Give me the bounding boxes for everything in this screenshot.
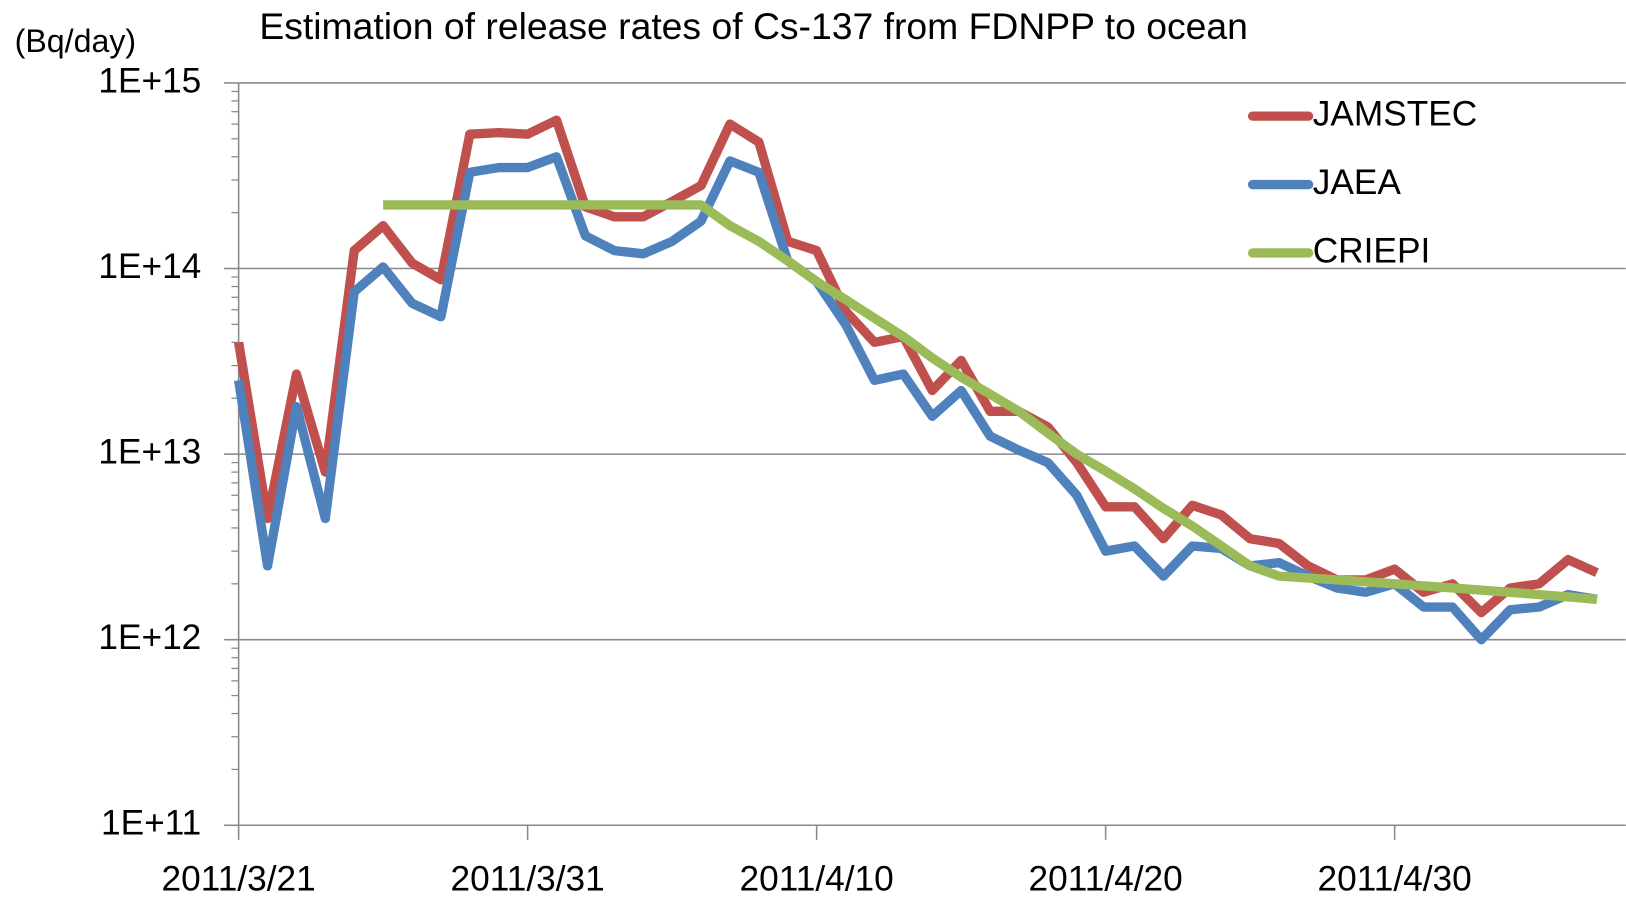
x-tick-label: 2011/3/31 <box>451 860 605 899</box>
legend-label: CRIEPI <box>1313 231 1431 270</box>
series-line <box>234 152 1598 645</box>
legend-label: JAEA <box>1313 163 1402 202</box>
y-tick-label: 1E+12 <box>98 618 201 657</box>
chart-title: Estimation of release rates of Cs-137 fr… <box>259 5 1248 47</box>
legend-label: JAMSTEC <box>1313 94 1478 133</box>
x-tick-label: 2011/4/30 <box>1318 860 1472 899</box>
y-tick-label: 1E+11 <box>101 804 201 843</box>
x-tick-label: 2011/4/10 <box>740 860 894 899</box>
y-tick-label: 1E+13 <box>98 432 201 471</box>
y-tick-label: 1E+14 <box>98 247 201 286</box>
x-tick-label: 2011/3/21 <box>162 860 316 899</box>
series-line <box>383 200 1598 605</box>
x-tick-label: 2011/4/20 <box>1029 860 1183 899</box>
y-tick-label: 1E+15 <box>98 61 201 100</box>
y-axis-label: (Bq/day) <box>15 23 136 59</box>
